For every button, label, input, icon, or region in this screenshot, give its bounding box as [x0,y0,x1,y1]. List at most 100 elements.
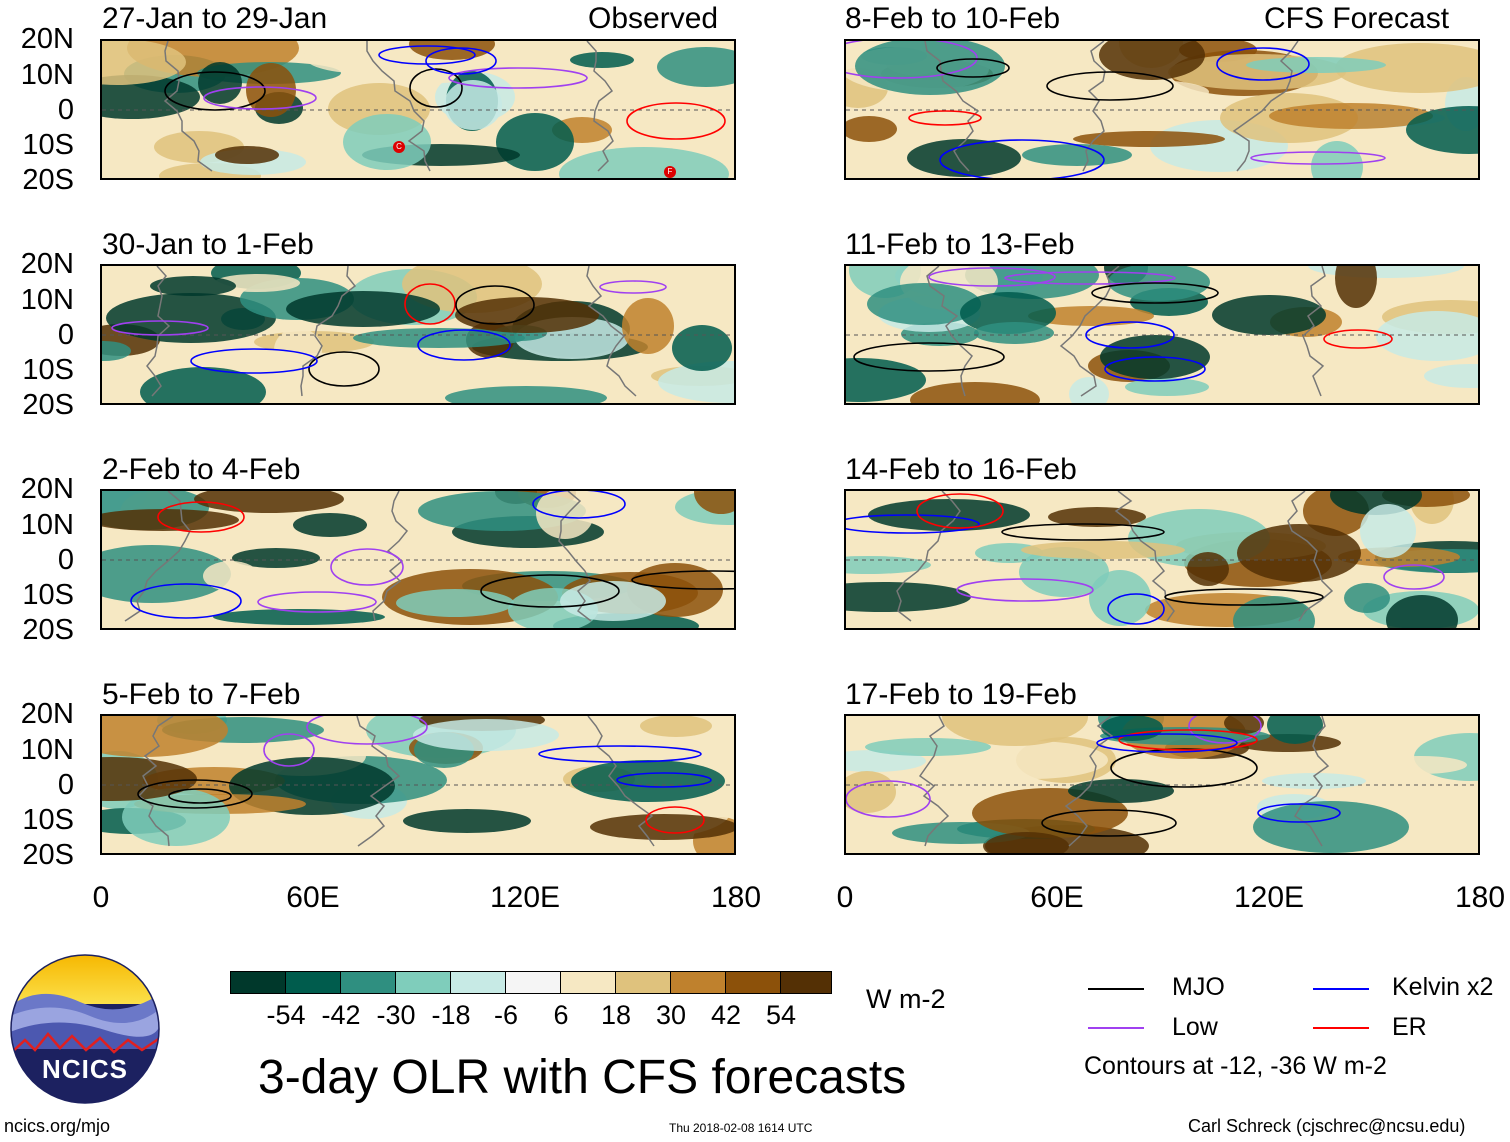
wave-contour [137,779,253,809]
colorbar-swatch [670,971,726,994]
wave-contour [308,351,380,387]
colorbar-swatch [780,971,832,994]
olr-anomaly-blob [846,750,926,772]
panel-title-3: 2-Feb to 4-Feb [102,453,301,486]
lat-label: 10N [20,284,74,316]
olr-anomaly-blob [1311,141,1363,178]
olr-anomaly-blob [910,382,1040,403]
olr-anomaly-blob [846,582,971,612]
wave-contour [1164,588,1324,606]
lat-label: 10N [20,509,74,541]
olr-anomaly-blob [1253,801,1409,853]
wave-contour [164,71,266,111]
olr-anomaly-blob [1021,541,1185,559]
colorbar-label: -18 [431,1000,471,1030]
olr-field [846,266,1478,403]
wave-contour [130,583,242,619]
footer-author: Carl Schreck (cjschrec@ncsu.edu) [1188,1116,1466,1136]
olr-anomaly-blob [1344,583,1390,613]
wave-contour [409,68,463,108]
wave-contour [616,772,712,788]
olr-anomaly-blob [444,80,502,130]
wave-contour [1104,356,1206,382]
olr-anomaly-blob [102,757,197,801]
panel-title-2: 30-Jan to 1-Feb [102,228,314,261]
olr-anomaly-blob [203,561,259,591]
wave-contour [846,514,980,534]
legend-label-kelvin: Kelvin x2 [1392,973,1494,1001]
colorbar-swatch [340,971,396,994]
olr-anomaly-blob [1338,547,1460,567]
coastline [137,716,174,847]
olr-anomaly-blob [1267,716,1323,744]
lat-label: 0 [57,319,74,351]
wave-contour [455,285,535,325]
wave-contour [853,342,1005,372]
olr-anomaly-blob [1028,306,1154,326]
wave-contour [404,283,456,325]
colorbar-label: 42 [710,1000,742,1030]
wave-contour [1041,809,1177,837]
wave-contour [1085,321,1175,349]
coastline [124,491,191,622]
colorbar-label: 18 [600,1000,632,1030]
wave-contour [1110,748,1258,788]
lat-label: 0 [57,94,74,126]
olr-field [846,41,1478,178]
colorbar-swatch [505,971,561,994]
olr-anomaly-blob [194,491,344,513]
footer-url[interactable]: ncics.org/mjo [4,1116,111,1136]
colorbar-label: -42 [321,1000,361,1030]
panel-title-1: 27-Jan to 29-Jan [102,2,328,35]
olr-anomaly-blob [865,738,991,756]
wave-contour [1383,564,1445,590]
olr-anomaly-blob [215,146,279,164]
logo-text: NCICS [42,1054,128,1084]
wave-contour [928,267,1056,287]
olr-anomaly-blob [213,609,385,625]
olr-anomaly-blob [571,760,725,802]
olr-anomaly-blob [672,325,732,371]
olr-anomaly-blob [1187,552,1229,586]
storm-marker-c: C [393,141,405,153]
wave-contour [480,574,620,608]
olr-anomaly-blob [536,491,594,539]
olr-anomaly-blob [622,298,674,354]
olr-anomaly-blob [570,52,634,68]
lat-label: 0 [57,544,74,576]
coastline [366,41,431,172]
olr-anomaly-blob [846,358,926,402]
olr-field [846,716,1478,853]
coastline [356,716,401,847]
olr-anomaly-blob [445,386,607,403]
wave-contour [1107,593,1165,625]
olr-anomaly-blob [596,839,660,853]
legend-line-mjo [1088,988,1144,990]
wave-contour [168,788,232,804]
coastline [1232,41,1299,172]
olr-field [846,491,1478,628]
olr-anomaly-blob [403,809,531,833]
coastline [146,266,171,397]
olr-field [102,266,734,403]
olr-anomaly-blob [1125,378,1209,396]
coastline [587,716,655,847]
lat-label: 20S [22,614,74,646]
olr-anomaly-blob [102,75,200,119]
wave-contour [908,110,982,126]
olr-anomaly-blob [985,832,1069,853]
colorbar-label: -54 [266,1000,306,1030]
lat-label: 20S [22,389,74,421]
colorbar-swatch [285,971,341,994]
map-panel [844,39,1480,180]
olr-anomaly-blob [846,116,897,142]
wave-contour [939,139,1105,178]
olr-anomaly-blob [640,716,712,737]
lat-label: 20N [20,473,74,505]
olr-anomaly-blob [694,491,734,514]
legend-label-er: ER [1392,1013,1427,1041]
colorbar-label: 6 [553,1000,569,1030]
colorbar-swatch [230,971,286,994]
olr-anomaly-blob [413,719,559,751]
map-panel [844,489,1480,630]
